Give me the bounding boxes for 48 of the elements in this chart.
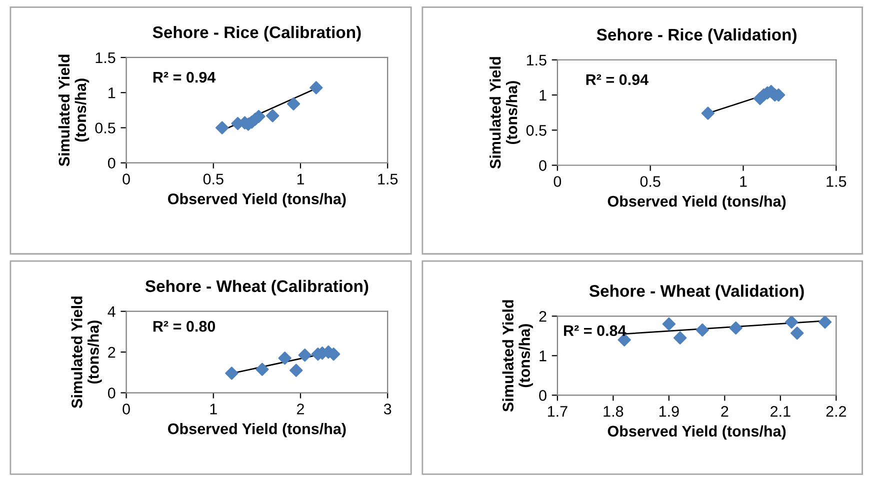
chart-title: Sehore - Wheat (Calibration) bbox=[145, 280, 368, 296]
x-tick-label: 1 bbox=[297, 174, 304, 184]
annotation: R² = 0.94 bbox=[153, 72, 216, 83]
x-tick-label: 2 bbox=[721, 406, 728, 417]
x-axis-title: Observed Yield (tons/ha) bbox=[168, 422, 346, 438]
chart-title: Sehore - Wheat (Validation) bbox=[589, 284, 804, 300]
y-tick-label: 4 bbox=[108, 306, 116, 317]
y-tick-label: 1.5 bbox=[526, 54, 546, 66]
x-tick-label: 3 bbox=[384, 404, 392, 414]
x-tick-label: 0.5 bbox=[640, 176, 660, 187]
x-tick-label: 1.7 bbox=[548, 406, 568, 417]
y-axis-title: Simulated Yield (tons/ha) bbox=[502, 300, 533, 412]
chart-title: Sehore - Rice (Validation) bbox=[596, 28, 796, 44]
y-tick-label: 0.5 bbox=[95, 122, 116, 134]
x-axis-title: Observed Yield (tons/ha) bbox=[608, 195, 786, 210]
x-tick-label: 0 bbox=[122, 174, 130, 184]
y-tick-label: 1 bbox=[540, 90, 546, 101]
x-tick-label: 1.9 bbox=[659, 406, 679, 417]
y-tick-label: 1 bbox=[108, 88, 116, 98]
annotation: R² = 0.94 bbox=[586, 74, 648, 86]
chart-title: Sehore - Rice (Calibration) bbox=[152, 26, 361, 42]
x-tick-label: 1.5 bbox=[378, 174, 398, 184]
x-tick-label: 1.5 bbox=[826, 176, 846, 187]
y-tick-label: 1.5 bbox=[96, 52, 116, 64]
y-tick-label: 2 bbox=[108, 346, 116, 358]
x-tick-label: 0.5 bbox=[203, 174, 224, 184]
annotation: R² = 0.80 bbox=[153, 320, 216, 332]
y-tick-label: 0 bbox=[539, 390, 546, 401]
x-tick-label: 0 bbox=[122, 404, 130, 414]
y-tick-label: 0.5 bbox=[526, 124, 546, 136]
x-tick-label: 2.1 bbox=[770, 406, 790, 417]
annotation: R² = 0.84 bbox=[564, 325, 626, 336]
x-tick-label: 1.8 bbox=[604, 406, 624, 417]
x-tick-label: 1 bbox=[210, 404, 217, 414]
y-axis-title: Simulated Yield (tons/ha) bbox=[71, 296, 102, 408]
y-tick-label: 0 bbox=[108, 388, 116, 398]
x-tick-label: 1 bbox=[740, 176, 747, 187]
x-axis-title: Observed Yield (tons/ha) bbox=[168, 193, 346, 208]
x-tick-label: 2 bbox=[297, 404, 304, 414]
x-tick-label: 0 bbox=[554, 176, 562, 187]
y-tick-label: 1 bbox=[540, 350, 546, 362]
y-tick-label: 0 bbox=[539, 160, 546, 171]
x-axis-title: Observed Yield (tons/ha) bbox=[608, 425, 786, 440]
y-axis-title: Simulated Yield (tons/ha) bbox=[58, 54, 90, 166]
y-tick-label: 0 bbox=[108, 158, 116, 169]
y-axis-title: Simulated Yield (tons/ha) bbox=[490, 57, 520, 169]
x-tick-label: 2.2 bbox=[826, 406, 846, 417]
y-tick-label: 2 bbox=[539, 311, 546, 322]
